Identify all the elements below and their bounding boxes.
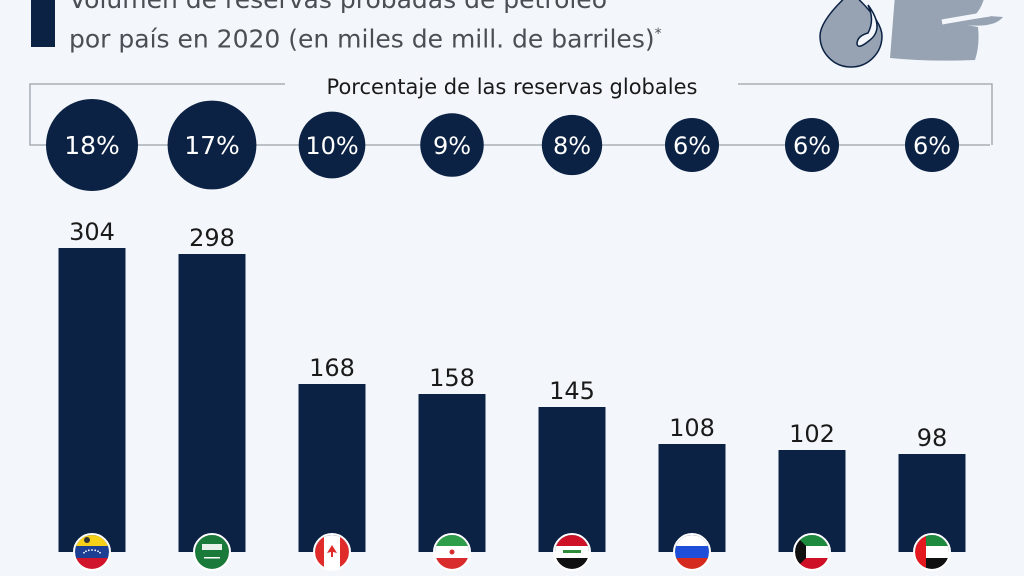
bar	[538, 407, 606, 552]
flag-kuwait-icon	[793, 533, 831, 571]
flag-venezuela-icon	[73, 533, 111, 571]
percent-label: 8%	[553, 132, 591, 160]
title-line-2: por país en 2020 (en miles de mill. de b…	[69, 24, 655, 54]
value-label: 145	[549, 377, 595, 405]
bar	[298, 384, 366, 552]
title-accent-bar	[31, 0, 55, 47]
percent-circles: 18% 17% 10% 9% 8% 6% 6% 6%	[46, 99, 959, 191]
percent-label: 17%	[184, 131, 240, 160]
oil-barrel-drop-icon	[812, 0, 1003, 68]
value-label: 98	[917, 424, 948, 452]
percent-circle	[785, 118, 839, 172]
percent-subtitle: Porcentaje de las reservas globales	[327, 75, 698, 99]
value-label: 168	[309, 354, 355, 382]
value-label: 102	[789, 420, 835, 448]
value-label: 158	[429, 364, 475, 392]
percent-circle	[420, 113, 484, 177]
flag-saudi-arabia-icon	[193, 533, 231, 571]
bar	[418, 394, 486, 552]
flags	[73, 533, 951, 571]
percent-circle	[298, 111, 366, 179]
percent-bracket-left	[29, 83, 990, 146]
value-label: 108	[669, 414, 715, 442]
percent-label: 10%	[305, 132, 358, 160]
percent-circle	[665, 118, 719, 172]
flag-iraq-icon	[553, 533, 591, 571]
percent-label: 9%	[433, 132, 471, 160]
percent-label: 6%	[793, 132, 831, 160]
bar	[58, 248, 126, 552]
percent-circle	[905, 118, 959, 172]
percent-circle	[167, 100, 257, 190]
bar	[178, 254, 246, 552]
chart-title: Volumen de reservas probadas de petróleo…	[69, 0, 809, 56]
value-label: 304	[69, 218, 115, 246]
percent-label: 6%	[913, 132, 951, 160]
footnote-marker: *	[654, 26, 662, 42]
flag-iran-icon	[433, 533, 471, 571]
value-label: 298	[189, 224, 235, 252]
percent-label: 18%	[64, 131, 120, 160]
percent-label: 6%	[673, 132, 711, 160]
flag-canada-icon	[313, 533, 351, 571]
percent-circle	[541, 114, 603, 176]
percent-bracket-right	[738, 83, 993, 145]
flag-russia-icon	[673, 533, 711, 571]
flag-uae-icon	[913, 533, 951, 571]
title-line-1: Volumen de reservas probadas de petróleo	[69, 0, 607, 14]
percent-circle	[46, 99, 138, 191]
bars: 304 298 168 158 145 108 102 98	[58, 218, 966, 552]
